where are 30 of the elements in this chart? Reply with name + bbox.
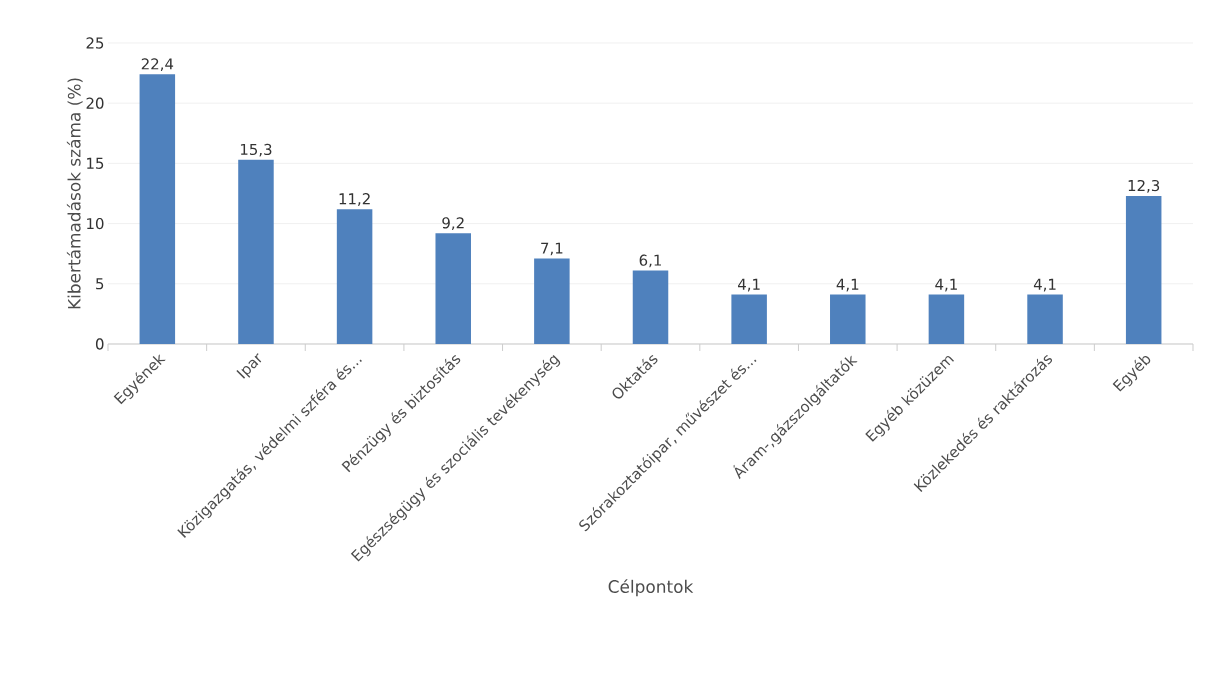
data-label: 7,1 — [541, 242, 563, 256]
data-label: 6,1 — [639, 254, 662, 268]
data-label: 12,3 — [1128, 179, 1160, 193]
data-label: 22,4 — [141, 58, 174, 72]
data-label: 4,1 — [935, 278, 957, 292]
y-tick-label: 20 — [86, 97, 104, 109]
y-tick-label: 0 — [95, 338, 104, 350]
data-label: 4,1 — [836, 278, 859, 292]
y-tick-label: 15 — [87, 157, 104, 169]
data-label: 4,1 — [737, 278, 760, 292]
bar — [830, 294, 866, 344]
y-tick-label: 5 — [96, 278, 104, 290]
bar — [435, 233, 471, 344]
bar — [1027, 294, 1063, 344]
bar — [139, 74, 176, 344]
bar — [238, 159, 274, 344]
y-axis-title: Kibertámadások száma (%) — [66, 78, 83, 309]
y-tick-label: 25 — [86, 37, 104, 49]
bar — [731, 294, 767, 344]
data-label: 15,3 — [240, 143, 272, 157]
bar — [928, 294, 965, 344]
bar — [1125, 195, 1162, 344]
data-label: 4,1 — [1033, 278, 1056, 292]
y-tick-label: 10 — [87, 217, 104, 230]
bar — [632, 270, 669, 344]
x-axis-title: Célpontok — [608, 579, 694, 597]
data-label: 11,2 — [339, 193, 370, 206]
bar — [534, 258, 570, 344]
bar — [336, 209, 373, 344]
data-label: 9,2 — [442, 217, 464, 231]
